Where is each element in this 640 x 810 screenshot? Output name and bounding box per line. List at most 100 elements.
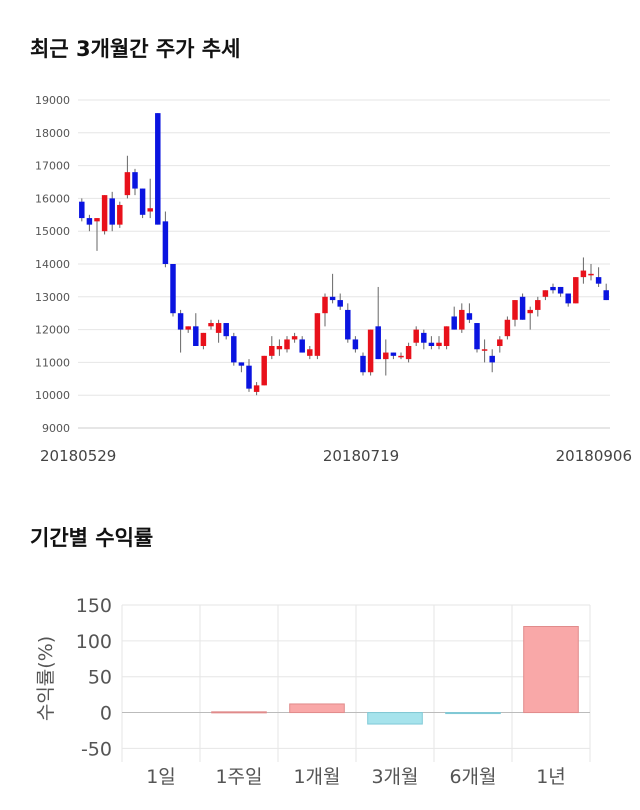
y-tick-label: 50: [88, 667, 112, 689]
y-tick-label: 150: [76, 595, 112, 617]
candle-body: [390, 352, 397, 356]
candle-body: [565, 293, 571, 304]
candle-body: [200, 332, 207, 346]
return-bar: [523, 626, 579, 714]
return-bar: [211, 711, 267, 714]
candle-body: [595, 277, 602, 284]
candle-body: [276, 346, 283, 350]
candle-body: [367, 329, 374, 373]
candle-body: [185, 326, 191, 330]
candle-body: [261, 355, 267, 386]
return-bar: [289, 703, 345, 714]
candle-body: [299, 339, 305, 353]
x-tick-label: 20180906: [556, 447, 632, 465]
candle-body: [413, 329, 419, 343]
candle-body: [504, 319, 511, 337]
candle-body: [588, 273, 594, 276]
x-category-label: 1년: [536, 766, 566, 788]
x-category-label: 3개월: [371, 766, 418, 788]
x-category-label: 1개월: [293, 766, 340, 788]
y-tick-label: 11000: [35, 356, 70, 369]
candle-body: [79, 201, 85, 219]
candle-body: [421, 332, 427, 343]
y-tick-label: 16000: [35, 192, 70, 205]
candle-body: [307, 349, 313, 356]
candle-body: [398, 355, 404, 358]
candle-body: [489, 355, 495, 363]
candle-body: [329, 296, 336, 301]
candle-body: [177, 313, 184, 330]
candle-body: [580, 270, 587, 278]
candlestick-chart: 9000 10000 11000 12000 13000 14000 15000 16000 1…: [35, 94, 632, 465]
candle-body: [466, 313, 473, 320]
candle-body: [124, 172, 131, 196]
x-tick-label: 20180529: [40, 447, 116, 465]
y-tick-label: 12000: [35, 324, 70, 337]
candle-body: [603, 290, 609, 301]
y-tick-label: 19000: [35, 94, 70, 107]
candle-body: [101, 195, 108, 232]
candle-body: [314, 313, 321, 356]
candle-body: [474, 323, 480, 350]
y-tick-label: 13000: [35, 291, 70, 304]
y-tick-label: -50: [81, 738, 112, 760]
candle-body: [352, 339, 359, 350]
return-bar: [445, 712, 501, 715]
y-axis-label: 수익률(%): [35, 636, 57, 721]
candle-body: [451, 316, 457, 330]
y-tick-label: 10000: [35, 389, 70, 402]
candle-body: [139, 188, 146, 215]
candle-body: [215, 323, 222, 333]
candle-body: [322, 296, 328, 314]
candle-body: [375, 326, 381, 360]
y-tick-label: 9000: [42, 422, 70, 435]
candle-body: [481, 349, 488, 351]
candle-body: [238, 362, 245, 366]
candle-body: [109, 198, 115, 225]
candle-body: [223, 323, 229, 337]
returns-title: 기간별 수익률: [30, 526, 154, 550]
y-tick-label: 100: [76, 631, 112, 653]
price-trend-title: 최근 3개월간 주가 추세: [30, 37, 241, 61]
candle-body: [208, 323, 214, 327]
return-bar: [367, 712, 423, 725]
candle-body: [231, 336, 237, 363]
candle-body: [497, 339, 503, 346]
candle-body: [535, 300, 541, 310]
candle-body: [436, 342, 442, 346]
candle-body: [291, 336, 298, 340]
candle-body: [284, 339, 290, 350]
candle-body: [170, 264, 176, 314]
candle-body: [405, 346, 412, 360]
x-category-label: 6개월: [449, 766, 496, 788]
candle-body: [557, 286, 564, 294]
candle-body: [86, 218, 93, 225]
candle-body: [550, 286, 556, 291]
candle-body: [360, 355, 366, 373]
candle-body: [147, 208, 153, 212]
candle-body: [519, 296, 526, 320]
candle-body: [527, 309, 533, 314]
y-tick-label: 18000: [35, 127, 70, 140]
x-category-label: 1주일: [215, 766, 262, 788]
candle-body: [542, 290, 549, 297]
candle-body: [443, 326, 450, 346]
x-tick-label: 20180719: [323, 447, 399, 465]
candle-body: [269, 346, 275, 356]
candle-body: [337, 300, 343, 307]
y-tick-label: 15000: [35, 225, 70, 238]
candle-body: [94, 218, 100, 222]
candle-body: [132, 172, 138, 189]
candle-body: [253, 385, 260, 392]
candle-body: [459, 309, 465, 330]
x-category-label: 1일: [146, 766, 176, 788]
y-tick-label: 17000: [35, 160, 70, 173]
candle-body: [573, 277, 579, 304]
candle-body: [162, 221, 169, 264]
candle-body: [383, 352, 389, 360]
candle-body: [193, 326, 199, 346]
candle-body: [428, 342, 435, 346]
candle-body: [345, 309, 351, 340]
candle-body: [512, 300, 518, 320]
